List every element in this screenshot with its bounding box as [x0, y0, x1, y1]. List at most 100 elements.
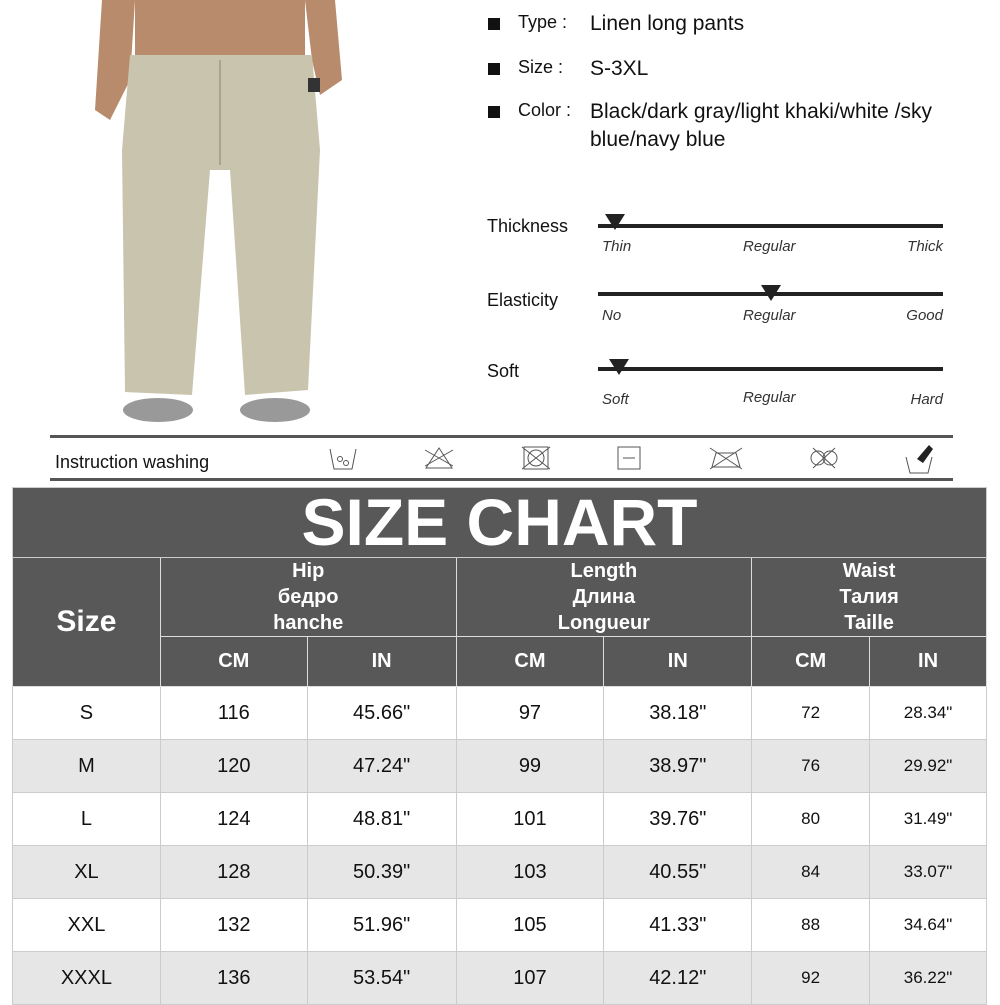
scale-high: Good	[906, 307, 943, 324]
spec-type: Type : Linen long pants	[488, 12, 744, 36]
table-cell: 38.97"	[603, 739, 753, 793]
spec-key: Color :	[518, 100, 572, 120]
no-tumble-dry-icon	[521, 446, 551, 470]
table-row: XXL 132 51.96" 105 41.33" 88 34.64"	[12, 898, 987, 952]
table-row: XL 128 50.39" 103 40.55" 84 33.07"	[12, 845, 987, 899]
table-cell: 128	[159, 845, 308, 899]
no-iron-icon	[709, 447, 743, 470]
spec-value: S-3XL	[590, 57, 649, 80]
product-photo	[95, 0, 342, 422]
table-row: XXXL 136 53.54" 107 42.12" 92 36.22"	[12, 951, 987, 1005]
table-cell: 42.12"	[603, 951, 753, 1005]
table-row: M 120 47.24" 99 38.97" 76 29.92"	[12, 739, 987, 793]
scale-low: No	[602, 307, 622, 324]
table-cell: 80	[751, 792, 871, 846]
spec-key: Type :	[518, 12, 568, 32]
scale-track	[598, 367, 943, 371]
group-label-line: Hip	[292, 560, 325, 582]
size-chart-title: SIZE CHART	[12, 487, 987, 558]
no-bleach-icon	[424, 447, 454, 469]
unit-header: IN	[306, 636, 457, 687]
washing-instructions: Instruction washing	[50, 435, 953, 481]
table-cell: 47.24"	[306, 739, 457, 793]
group-label-line: hanche	[273, 612, 344, 634]
table-cell: 34.64"	[869, 898, 987, 952]
table-cell: 36.22"	[869, 951, 987, 1005]
attribute-label: Soft	[487, 361, 520, 381]
scale-track	[598, 224, 943, 228]
scale-low: Thin	[602, 238, 632, 255]
table-cell: 88	[751, 898, 871, 952]
group-label-line: Длина	[572, 586, 636, 608]
scale-mid: Regular	[743, 389, 796, 406]
table-cell: 99	[455, 739, 605, 793]
table-cell: M	[12, 739, 161, 793]
table-cell: 40.55"	[603, 845, 753, 899]
table-cell: XXL	[12, 898, 161, 952]
table-cell: 101	[455, 792, 605, 846]
level-marker	[605, 214, 626, 230]
table-cell: 53.54"	[306, 951, 457, 1005]
table-cell: 124	[159, 792, 308, 846]
table-cell: 92	[751, 951, 871, 1005]
unit-header: CM	[455, 636, 605, 687]
unit-header: IN	[603, 636, 753, 687]
flat-dry-icon	[617, 446, 641, 470]
size-chart-table: SIZE CHART Size Hip бедро hanche Length Дли…	[12, 487, 987, 1005]
group-label-line: Longueur	[557, 612, 650, 634]
table-cell: 132	[159, 898, 308, 952]
hand-wash-icon	[905, 445, 933, 474]
spec-key: Size :	[518, 57, 564, 77]
group-label-line: Taille	[844, 612, 894, 634]
slider-2: Soft Soft Regular Hard	[487, 353, 947, 413]
table-cell: 45.66"	[306, 686, 457, 740]
unit-header: CM	[751, 636, 871, 687]
table-cell: 31.49"	[869, 792, 987, 846]
waist-header: Waist Талия Taille	[751, 557, 987, 637]
spec-size: Size : S-3XL	[488, 57, 648, 81]
table-cell: XL	[12, 845, 161, 899]
scale-mid: Regular	[743, 238, 796, 255]
attribute-label: Elasticity	[487, 290, 559, 310]
table-cell: 33.07"	[869, 845, 987, 899]
table-cell: 48.81"	[306, 792, 457, 846]
table-cell: 28.34"	[869, 686, 987, 740]
table-cell: 84	[751, 845, 871, 899]
length-header: Length Длина Longueur	[455, 557, 753, 637]
scale-low: Soft	[602, 391, 629, 408]
table-cell: 76	[751, 739, 871, 793]
table-cell: 39.76"	[603, 792, 753, 846]
level-marker	[608, 359, 629, 375]
table-cell: 105	[455, 898, 605, 952]
table-cell: 41.33"	[603, 898, 753, 952]
table-cell: 116	[159, 686, 308, 740]
group-label-line: Waist	[842, 560, 896, 582]
slider-0: Thickness Thin Regular Thick	[487, 206, 947, 266]
unit-header: IN	[869, 636, 987, 687]
scale-high: Thick	[907, 238, 943, 255]
spec-value: Black/dark gray/light khaki/white /sky b…	[590, 100, 932, 151]
group-label-line: бедро	[277, 586, 339, 608]
scale-high: Hard	[910, 391, 943, 408]
table-row: S 116 45.66" 97 38.18" 72 28.34"	[12, 686, 987, 740]
table-cell: L	[12, 792, 161, 846]
table-cell: 136	[159, 951, 308, 1005]
table-cell: 51.96"	[306, 898, 457, 952]
table-cell: 97	[455, 686, 605, 740]
table-cell: S	[12, 686, 161, 740]
table-cell: 103	[455, 845, 605, 899]
table-cell: 120	[159, 739, 308, 793]
attribute-label: Thickness	[487, 216, 569, 236]
table-cell: 38.18"	[603, 686, 753, 740]
wash-30-icon	[329, 448, 357, 470]
group-label-line: Талия	[839, 586, 899, 608]
scale-mid: Regular	[743, 307, 796, 324]
no-dry-clean-icon	[810, 447, 838, 469]
slider-1: Elasticity No Regular Good	[487, 280, 947, 340]
table-cell: 50.39"	[306, 845, 457, 899]
spec-value: Linen long pants	[590, 12, 745, 35]
table-cell: 107	[455, 951, 605, 1005]
washing-label: Instruction washing	[55, 452, 210, 472]
level-marker	[760, 285, 781, 301]
hip-header: Hip бедро hanche	[159, 557, 457, 637]
